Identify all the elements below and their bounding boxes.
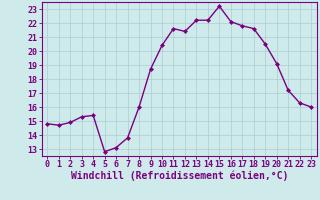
X-axis label: Windchill (Refroidissement éolien,°C): Windchill (Refroidissement éolien,°C) xyxy=(70,171,288,181)
